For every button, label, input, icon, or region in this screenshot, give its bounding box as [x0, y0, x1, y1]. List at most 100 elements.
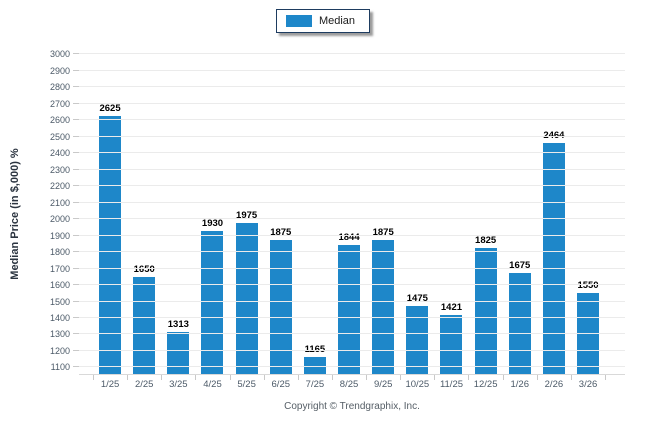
x-axis-tick-label: 1/25	[100, 379, 120, 390]
gridline	[79, 234, 625, 236]
x-axis-tick	[331, 375, 333, 380]
x-axis-tick	[502, 375, 504, 380]
x-axis-tick-label: 2/25	[134, 379, 154, 390]
y-axis-tick	[73, 284, 79, 286]
y-axis-tick-label: 1600	[49, 280, 70, 291]
y-axis-title: Median Price (in $,000) %	[9, 147, 21, 280]
x-axis-tick	[297, 375, 299, 380]
bar	[508, 272, 531, 374]
gridline	[79, 201, 625, 203]
y-axis-tick-label: 2400	[49, 148, 70, 159]
gridline	[79, 69, 625, 71]
y-axis-tick-label: 2500	[49, 131, 70, 142]
bar	[269, 239, 292, 374]
plot-area: 2625 1650 1313 1930 1975 1875 1165 1844 1875 1475…	[79, 53, 625, 380]
bar-value-label: 1825	[475, 234, 497, 246]
gridline	[79, 267, 625, 269]
y-axis-tick-label: 2100	[49, 197, 70, 208]
x-axis-tick-label: 4/25	[203, 379, 222, 390]
x-axis-tick-label: 7/25	[305, 379, 325, 390]
x-axis-tick-label: 3/26	[578, 379, 598, 390]
x-axis-tick	[229, 375, 231, 380]
bar	[542, 142, 565, 374]
x-axis-tick-label: 11/25	[439, 379, 464, 390]
y-axis-tick	[73, 333, 79, 335]
y-axis-tick	[73, 366, 79, 368]
bar-value-label: 1844	[338, 231, 360, 243]
x-axis-tick-label: 9/25	[373, 379, 393, 390]
y-axis-tick-label: 2800	[49, 82, 70, 93]
bar-slot: 1650	[127, 53, 161, 374]
y-axis-tick	[73, 300, 79, 302]
gridline	[79, 366, 625, 368]
x-axis-tick-label: 8/25	[339, 379, 359, 390]
y-axis-tick	[73, 185, 79, 187]
bar-value-label: 2625	[99, 103, 121, 115]
gridline	[79, 218, 625, 220]
bar	[99, 116, 122, 374]
bar	[133, 276, 156, 374]
x-axis-tick-labels: 1/25 2/25 3/25 4/25 5/25 6/25 7/25 8/25 9/25 10/2…	[79, 375, 625, 390]
x-axis-tick	[161, 375, 163, 380]
y-axis-tick	[73, 168, 79, 170]
y-axis-tick-label: 1900	[49, 230, 70, 241]
bar-slot: 1825	[469, 53, 503, 374]
y-axis-tick	[73, 86, 79, 88]
y-axis-title-column: Median Price (in $,000) %	[0, 53, 30, 374]
x-axis-tick	[195, 375, 197, 380]
gridline	[79, 349, 625, 351]
x-axis-tick-label: 3/25	[169, 379, 188, 390]
x-axis-tick	[605, 375, 606, 380]
x-axis-tick	[127, 375, 129, 380]
y-axis-tick	[73, 201, 79, 203]
x-axis-tick-label: 5/25	[237, 379, 256, 390]
bar	[338, 244, 361, 374]
gridline	[79, 284, 625, 286]
y-axis-tick-label: 1700	[49, 263, 70, 274]
y-axis-tick-label: 1100	[50, 362, 70, 373]
gridline	[79, 53, 625, 55]
gridline	[79, 152, 625, 154]
bar	[474, 247, 497, 374]
y-axis-tick-label: 2300	[49, 164, 70, 175]
bar	[235, 223, 258, 374]
y-axis-tick-label: 2200	[49, 181, 70, 192]
y-axis-tick	[73, 234, 79, 236]
bar-slot: 1844	[332, 53, 366, 374]
x-axis-tick	[468, 375, 470, 380]
gridline	[79, 135, 625, 137]
bar-slot: 2625	[93, 53, 127, 374]
bar-slot: 1875	[366, 53, 400, 374]
bar-slot: 1675	[503, 53, 537, 374]
gridline	[79, 185, 625, 187]
gridline	[79, 317, 625, 318]
y-axis-tick-label: 2000	[49, 214, 70, 225]
y-axis-tick-labels: 1100 1200 1300 1400 1500 1600 1700 1800 1900 2000…	[30, 49, 79, 374]
legend: Median	[275, 9, 371, 33]
y-axis-tick-label: 1400	[49, 313, 70, 323]
bar-value-label: 1875	[270, 226, 292, 238]
legend-swatch-median	[285, 15, 312, 27]
x-axis-tick	[434, 375, 436, 380]
bar-slot: 1421	[434, 53, 468, 374]
y-axis-tick	[73, 251, 79, 253]
bar-value-label: 1550	[577, 280, 599, 292]
bar-slot: 1313	[161, 53, 195, 374]
gridline	[79, 251, 625, 253]
y-axis-tick-label: 2600	[49, 115, 70, 126]
x-axis-tick	[366, 375, 368, 380]
copyright-text: Copyright © Trendgraphix, Inc.	[284, 401, 420, 412]
y-axis-tick-label: 1800	[49, 247, 70, 258]
bar-slot: 1875	[264, 53, 298, 374]
y-axis-tick	[73, 267, 79, 269]
y-axis-tick	[73, 349, 79, 351]
y-axis-tick	[73, 317, 79, 318]
x-axis-tick	[570, 375, 572, 380]
bar-value-label: 2464	[543, 130, 564, 141]
bar-value-label: 1421	[440, 301, 463, 313]
bar-slot: 2464	[537, 53, 571, 374]
gridline	[79, 86, 625, 88]
gridline	[79, 119, 625, 121]
bar	[303, 356, 326, 374]
y-axis-tick	[73, 135, 79, 137]
